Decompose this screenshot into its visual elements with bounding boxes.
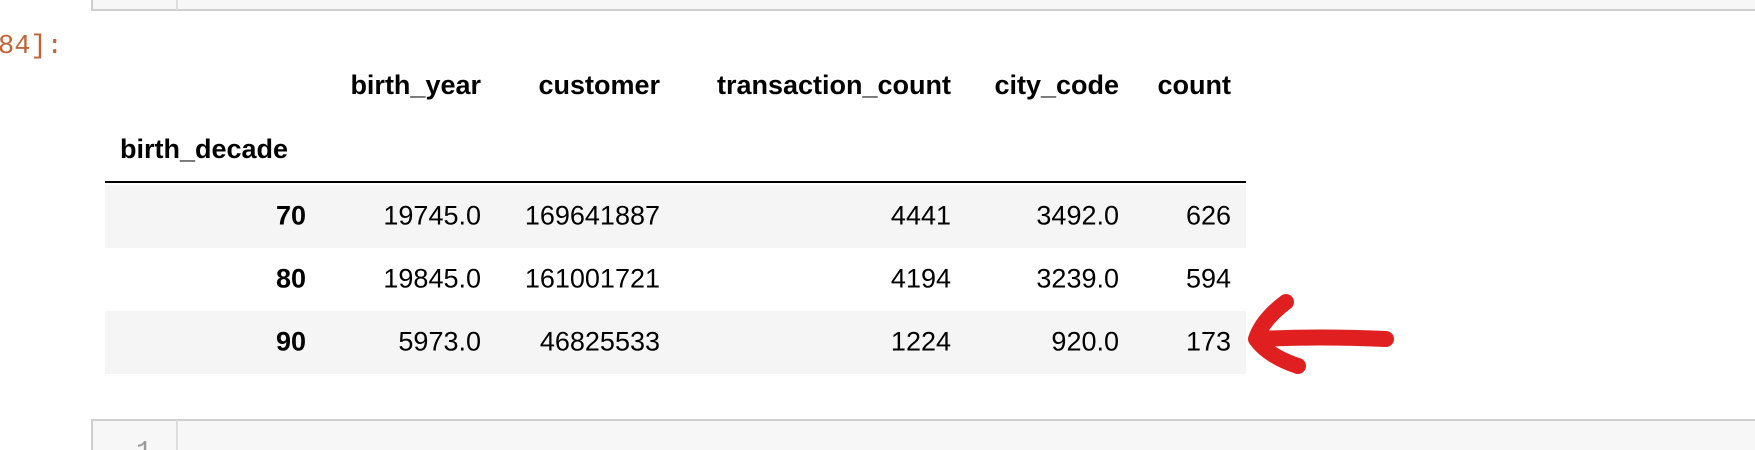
table-cell: 19845.0 [383,264,481,294]
table-cell: 3492.0 [1036,201,1119,231]
table-cell: 1224 [891,327,951,357]
column-header: customer [538,70,660,100]
table-cell: 161001721 [525,264,660,294]
row-index: 80 [276,264,306,294]
output-prompt: 84]: [0,32,63,62]
line-number: 1 [136,438,152,450]
row-index: 90 [276,327,306,357]
row-stripe [105,185,1246,248]
table-cell: 173 [1186,327,1231,357]
table-cell: 19745.0 [383,201,481,231]
column-header: birth_year [350,70,481,100]
arrow-head [1248,294,1306,374]
column-header: count [1158,70,1232,100]
code-cell[interactable] [91,419,1755,450]
column-header: transaction_count [717,70,951,100]
table-cell: 169641887 [525,201,660,231]
table-cell: 4194 [891,264,951,294]
table-cell: 594 [1186,264,1231,294]
dataframe-table: birth_year customer transaction_count city_… [105,70,1246,374]
row-index: 70 [276,201,306,231]
column-header: city_code [994,70,1119,100]
arrow-shaft [1250,329,1394,347]
table-cell: 5973.0 [398,327,481,357]
table-cell: 920.0 [1051,327,1119,357]
table-cell: 46825533 [540,327,660,357]
previous-cell [91,0,1755,11]
table-cell: 626 [1186,201,1231,231]
red-arrow [1248,294,1394,374]
row-stripe [105,311,1246,374]
table-cell: 3239.0 [1036,264,1119,294]
index-header: birth_decade [120,134,288,164]
table-cell: 4441 [891,201,951,231]
